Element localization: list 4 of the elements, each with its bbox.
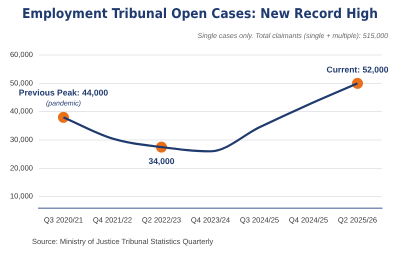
chart-title: Employment Tribunal Open Cases: New Record High	[21, 6, 379, 24]
annotation: Previous Peak: 44,000	[18, 87, 108, 98]
annotation: 34,000	[148, 156, 175, 166]
annotation: Current: 52,000	[326, 64, 389, 74]
